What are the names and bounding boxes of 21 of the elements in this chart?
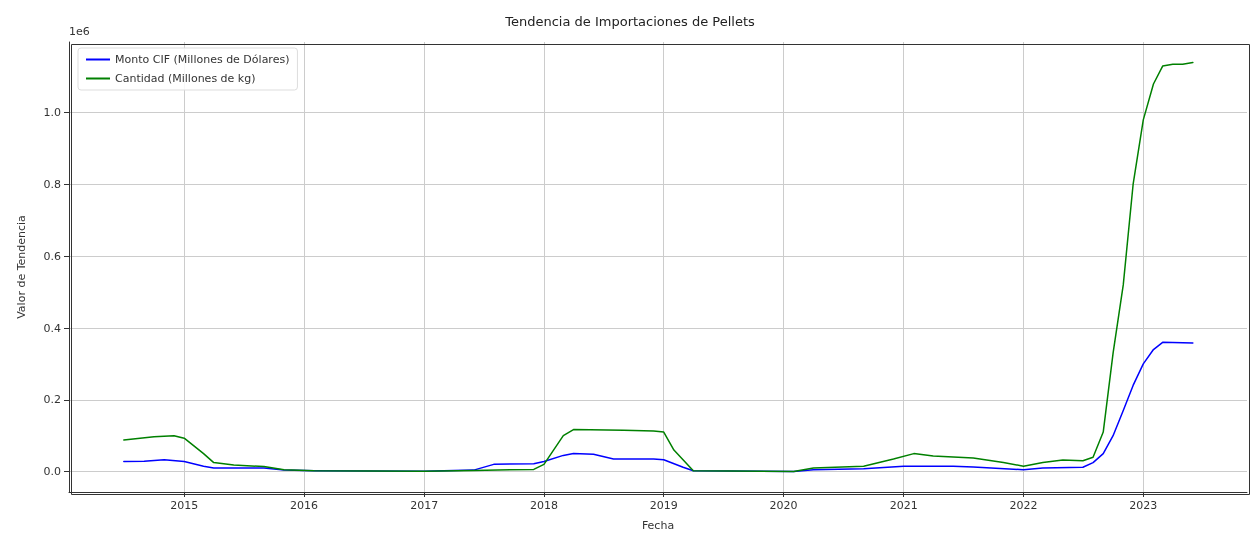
y-tick-label: 0.8 — [43, 177, 61, 191]
x-tick-label: 2023 — [1129, 499, 1158, 512]
x-axis-title: Fecha — [641, 519, 675, 532]
x-tick-label: 2015 — [170, 499, 199, 512]
x-tick-label: 2017 — [410, 499, 439, 512]
x-tick-label: 2021 — [889, 499, 918, 512]
y-tick-label: 0.2 — [43, 393, 61, 407]
x-tick-label: 2022 — [1009, 499, 1038, 512]
x-tick-label: 2020 — [769, 499, 798, 512]
y-tick-label: 1.0 — [43, 106, 61, 120]
y-axis-title: Valor de Tendencia — [15, 215, 28, 319]
legend-label: Monto CIF (Millones de Dólares) — [115, 53, 290, 66]
y-tick-label: 0.6 — [43, 249, 61, 263]
legend-label: Cantidad (Millones de kg) — [115, 72, 256, 85]
y-tick-label: 0.4 — [43, 321, 61, 335]
x-tick-label: 2018 — [529, 499, 558, 512]
y-tick-label: 0.0 — [43, 465, 61, 479]
text: 1e6 — [69, 25, 90, 38]
chart-title: Tendencia de Importaciones de Pellets — [504, 14, 755, 29]
x-tick-label: 2019 — [649, 499, 678, 512]
x-tick-label: 2016 — [290, 499, 319, 512]
